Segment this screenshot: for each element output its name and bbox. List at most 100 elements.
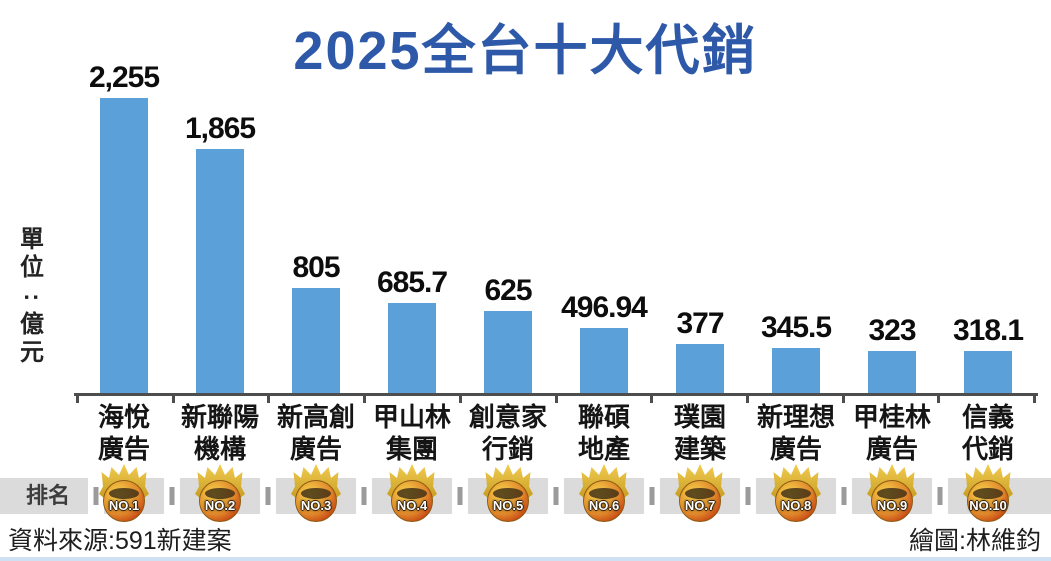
category-line: 機構 (193, 433, 246, 464)
rank-separator-mark (937, 487, 943, 505)
axis-tick (76, 393, 172, 403)
category-line: 廣告 (769, 433, 822, 464)
unit-char: 單 (20, 226, 44, 253)
category-line: 新理想 (756, 402, 835, 432)
medal-icon (871, 480, 913, 522)
rank-badge-icon: NO.1 (97, 464, 151, 522)
category-line: 新聯陽 (180, 402, 259, 432)
axis-tick (171, 393, 268, 403)
category-line: 建築 (673, 433, 726, 464)
y-axis-unit-label: 單位: 億元 (14, 226, 50, 368)
rank-separator (356, 478, 372, 514)
category-label: 海悅 廣告 (76, 402, 172, 465)
category-line: 海悅 (97, 402, 150, 432)
sunglasses-icon (109, 488, 139, 499)
bar-value-label: 496.94 (561, 291, 648, 324)
plot-column: 685.7 (364, 60, 460, 393)
bar (100, 98, 148, 393)
category-label: 創意家 行銷 (460, 402, 556, 465)
medal-icon (295, 480, 337, 522)
rank-badge-label: NO.8 (780, 498, 812, 513)
bar-value-label: 318.1 (952, 314, 1024, 347)
category-label: 新理想 廣告 (748, 402, 844, 465)
category-line: 廣告 (865, 433, 918, 464)
bar (484, 311, 532, 393)
medal-icon (391, 480, 433, 522)
sunglasses-icon (877, 488, 907, 499)
rank-separator-mark (361, 487, 367, 505)
rank-separator-mark (457, 487, 463, 505)
medal-icon (775, 480, 817, 522)
rank-badge-label: NO.2 (204, 498, 236, 513)
category-line: 聯碩 (577, 402, 630, 432)
rank-separator-mark (553, 487, 559, 505)
rank-separator (740, 478, 756, 514)
unit-char: 億 (20, 310, 44, 338)
category-label: 聯碩 地產 (556, 402, 652, 465)
rank-badge-icon: NO.4 (385, 464, 439, 522)
bar (388, 303, 436, 393)
axis-tick (267, 393, 363, 403)
bar-value-label: 377 (676, 307, 724, 340)
sunglasses-icon (589, 488, 619, 499)
bar-value-label: 323 (868, 314, 916, 347)
medal-icon (487, 480, 529, 522)
bar (868, 351, 916, 393)
rank-separator (164, 478, 180, 514)
category-label: 甲桂林 廣告 (844, 402, 940, 465)
rank-badge-label: NO.3 (300, 498, 332, 513)
category-line: 信義 (961, 402, 1014, 432)
plot-column: 805 (268, 60, 364, 393)
rank-badge-label: NO.10 (969, 498, 1007, 513)
rank-separator (260, 478, 276, 514)
x-axis-ticks (76, 393, 1037, 403)
data-source-text: 資料來源:591新建案 (8, 527, 232, 555)
rank-badge-icon: NO.7 (673, 464, 727, 522)
medal-icon (199, 480, 241, 522)
rank-badge-icon: NO.3 (289, 464, 343, 522)
medal-icon (967, 480, 1009, 522)
category-label: 新高創 廣告 (268, 402, 364, 465)
medal-icon (679, 480, 721, 522)
sunglasses-icon (493, 488, 523, 499)
chart-title: 2025全台十大代銷 (293, 21, 758, 81)
rank-badge-label: NO.7 (684, 498, 716, 513)
category-label: 甲山林 集團 (364, 402, 460, 465)
bar-value-label: 345.5 (760, 311, 832, 344)
category-label: 信義 代銷 (940, 402, 1036, 465)
bottom-accent-line (0, 557, 1051, 561)
rank-separator (932, 478, 948, 514)
sunglasses-icon (397, 488, 427, 499)
sunglasses-icon (973, 488, 1003, 499)
bar (580, 328, 628, 393)
plot-column: 625 (460, 60, 556, 393)
axis-tick (458, 393, 555, 403)
category-line: 代銷 (961, 433, 1014, 464)
plot-column: 377 (652, 60, 748, 393)
rank-badge-icon: NO.6 (577, 464, 631, 522)
category-line: 行銷 (481, 433, 534, 464)
plot-column: 1,865 (172, 60, 268, 393)
rank-badge-label: NO.6 (588, 498, 620, 513)
medal-icon (103, 480, 145, 522)
plot-column: 318.1 (940, 60, 1036, 393)
bar-value-label: 2,255 (88, 61, 160, 94)
unit-char: : (19, 292, 47, 301)
plot-column: 323 (844, 60, 940, 393)
rank-separator-mark (649, 487, 655, 505)
bar (964, 351, 1012, 393)
rank-separator-mark (265, 487, 271, 505)
category-line: 集團 (385, 433, 438, 464)
rank-separator (644, 478, 660, 514)
bar (676, 344, 724, 393)
rank-badge-icon: NO.5 (481, 464, 535, 522)
rank-separator (452, 478, 468, 514)
credit-text: 繪圖:林維鈞 (909, 527, 1041, 555)
category-line: 廣告 (97, 433, 150, 464)
category-line: 璞園 (673, 402, 726, 432)
rank-separator (836, 478, 852, 514)
rank-badge-label: NO.4 (396, 498, 428, 513)
plot-column: 496.94 (556, 60, 652, 393)
category-line: 甲山林 (372, 402, 451, 432)
sunglasses-icon (205, 488, 235, 499)
